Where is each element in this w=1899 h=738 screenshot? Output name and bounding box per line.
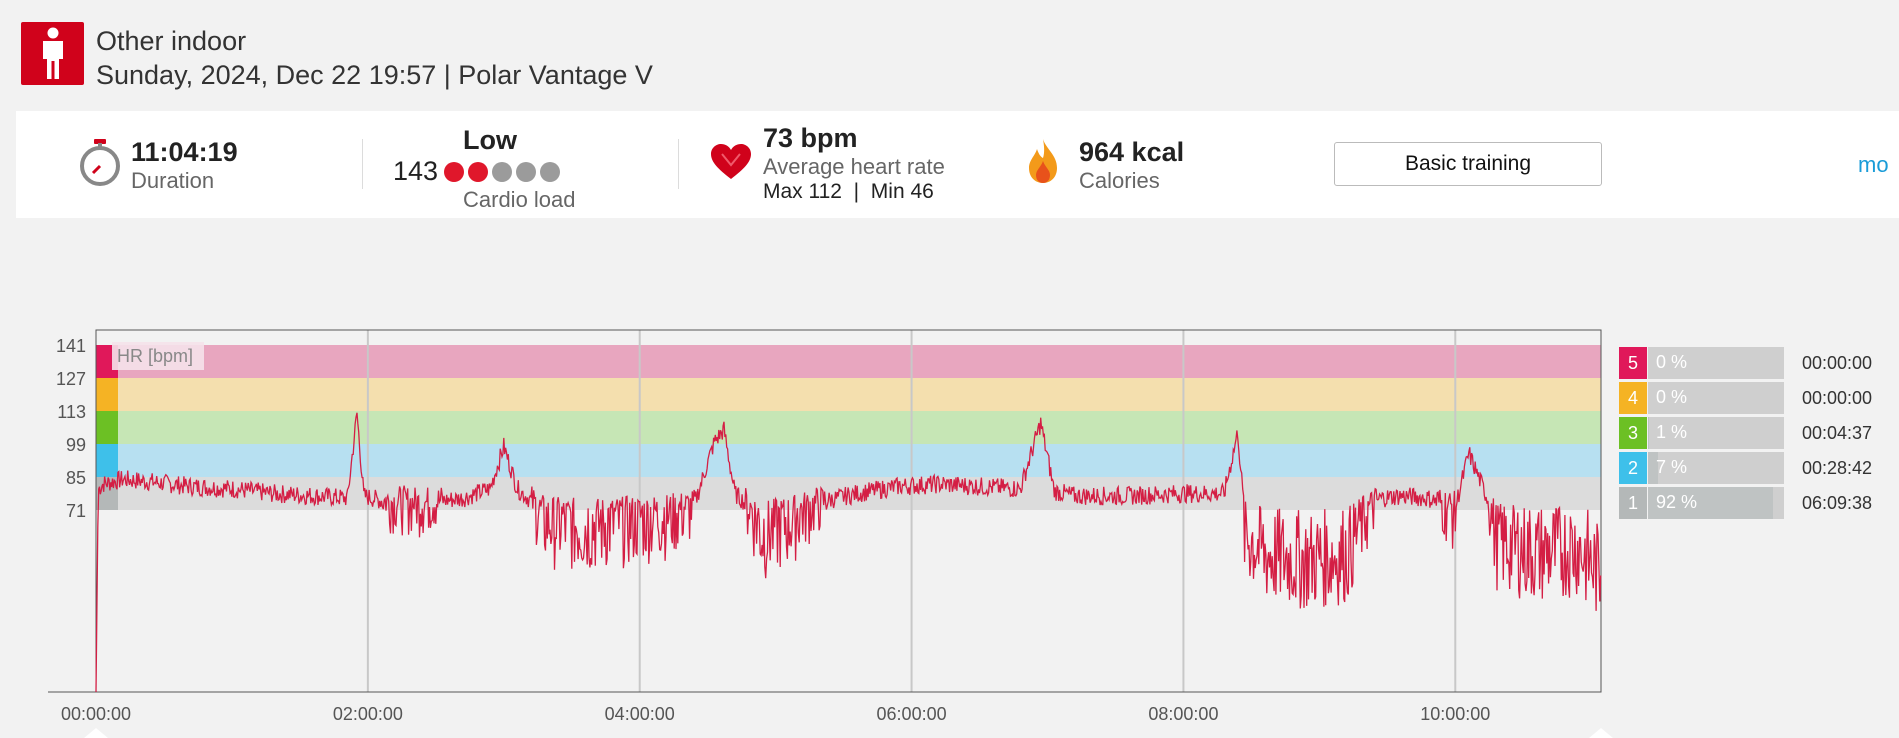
x-tick-label: 08:00:00 [1148,704,1218,724]
series-label: HR [bpm] [117,346,193,366]
zone-marker-2 [96,444,118,477]
y-tick-label: 99 [65,435,86,455]
avg-hr-label: Average heart rate [763,154,945,179]
zone-number: 4 [1619,382,1647,414]
cardio-dot-filled [444,161,465,182]
zone-percent-bar: 1 % [1648,417,1784,449]
zone-percent-fill [1648,487,1774,519]
zone-time: 00:00:00 [1802,388,1873,408]
calories-label: Calories [1079,168,1160,193]
y-tick-label: 141 [55,336,86,356]
sport-title: Other indoor [96,26,247,56]
x-tick-label: 06:00:00 [877,704,947,724]
cardio-level: Low [463,125,517,155]
zone-number: 3 [1619,417,1647,449]
activity-header: Other indoor Sunday, 2024, Dec 22 19:57 … [21,22,653,90]
zone-percent-bar: 92 % [1648,487,1784,519]
zone-percent: 92 % [1656,492,1698,512]
training-benefit-button[interactable]: Basic training [1334,142,1602,186]
zone-row-2: 2 7 % [1619,452,1784,484]
zone-percent-fill [1648,452,1658,484]
y-tick-label: 85 [65,468,86,488]
zone-time: 06:09:38 [1802,493,1873,513]
hr-chart-area: HR [bpm] 00:00:00 02:00:00 04:00:00 06:00:00… [0,320,1899,738]
hr-series-line [95,412,1602,693]
y-tick-label: 113 [57,402,86,422]
flame-icon [1029,139,1057,183]
zone-band-2 [96,444,1601,477]
zone-number: 5 [1619,347,1647,379]
zone-number: 1 [1619,487,1647,519]
zone-time: 00:04:37 [1802,423,1873,443]
cardio-load-value: 143 [393,156,439,186]
y-tick-label: 71 [65,501,86,521]
zone-percent: 7 % [1656,457,1688,477]
zone-row-4: 4 0 % [1619,382,1784,414]
cardio-dot-empty [516,161,537,182]
y-tick-label: 127 [55,369,86,389]
zone-time: 00:28:42 [1802,458,1873,478]
hr-min-max: Max 112 | Min 46 [763,180,934,203]
zone-percent-bar: 0 % [1648,347,1784,379]
x-tick-label: 00:00:00 [61,704,131,724]
zone-band-3 [96,411,1601,444]
cardio-dot-filled [468,161,489,182]
summary-panel: 11:04:19 Duration Low 143 Cardio load 73… [16,111,1899,218]
divider [678,139,679,189]
zone-row-5: 5 0 % [1619,347,1784,379]
zone-marker-4 [96,378,118,411]
duration-value: 11:04:19 [131,137,238,167]
range-end-handle [1589,728,1613,738]
more-link[interactable]: mo [1858,152,1889,177]
zone-band-5 [96,345,1601,378]
series-label-bg [112,342,204,370]
zone-percent-bar: 0 % [1648,382,1784,414]
x-tick-label: 10:00:00 [1420,704,1490,724]
avg-hr-value: 73 bpm [763,123,858,153]
zone-percent-fill [1648,417,1650,449]
zone-number: 2 [1619,452,1647,484]
session-subtitle: Sunday, 2024, Dec 22 19:57 | Polar Vanta… [96,60,653,90]
zone-row-3: 3 1 % [1619,417,1784,449]
heart-icon [711,144,751,179]
divider [362,139,363,189]
zone-time: 00:00:00 [1802,353,1873,373]
zone-row-1: 1 92 % [1619,487,1784,519]
x-tick-label: 04:00:00 [605,704,675,724]
cardio-load-dots [444,161,561,182]
zone-percent: 1 % [1656,422,1688,442]
stopwatch-icon [80,139,120,186]
cardio-load-label: Cardio load [463,187,576,212]
duration-label: Duration [131,168,215,193]
zone-percent: 0 % [1656,387,1688,407]
calories-value: 964 kcal [1079,137,1185,167]
cardio-dot-empty [492,161,513,182]
cardio-dot-empty [540,161,561,182]
x-tick-label: 02:00:00 [333,704,403,724]
zone-percent-bar: 7 % [1648,452,1784,484]
indoor-person-icon [21,22,84,85]
hr-chart[interactable]: HR [bpm] 00:00:00 02:00:00 04:00:00 06:00:00… [0,320,1640,738]
range-start-handle [84,728,108,738]
zone-percent: 0 % [1656,352,1688,372]
zone-band-4 [96,378,1601,411]
zone-marker-3 [96,411,118,444]
